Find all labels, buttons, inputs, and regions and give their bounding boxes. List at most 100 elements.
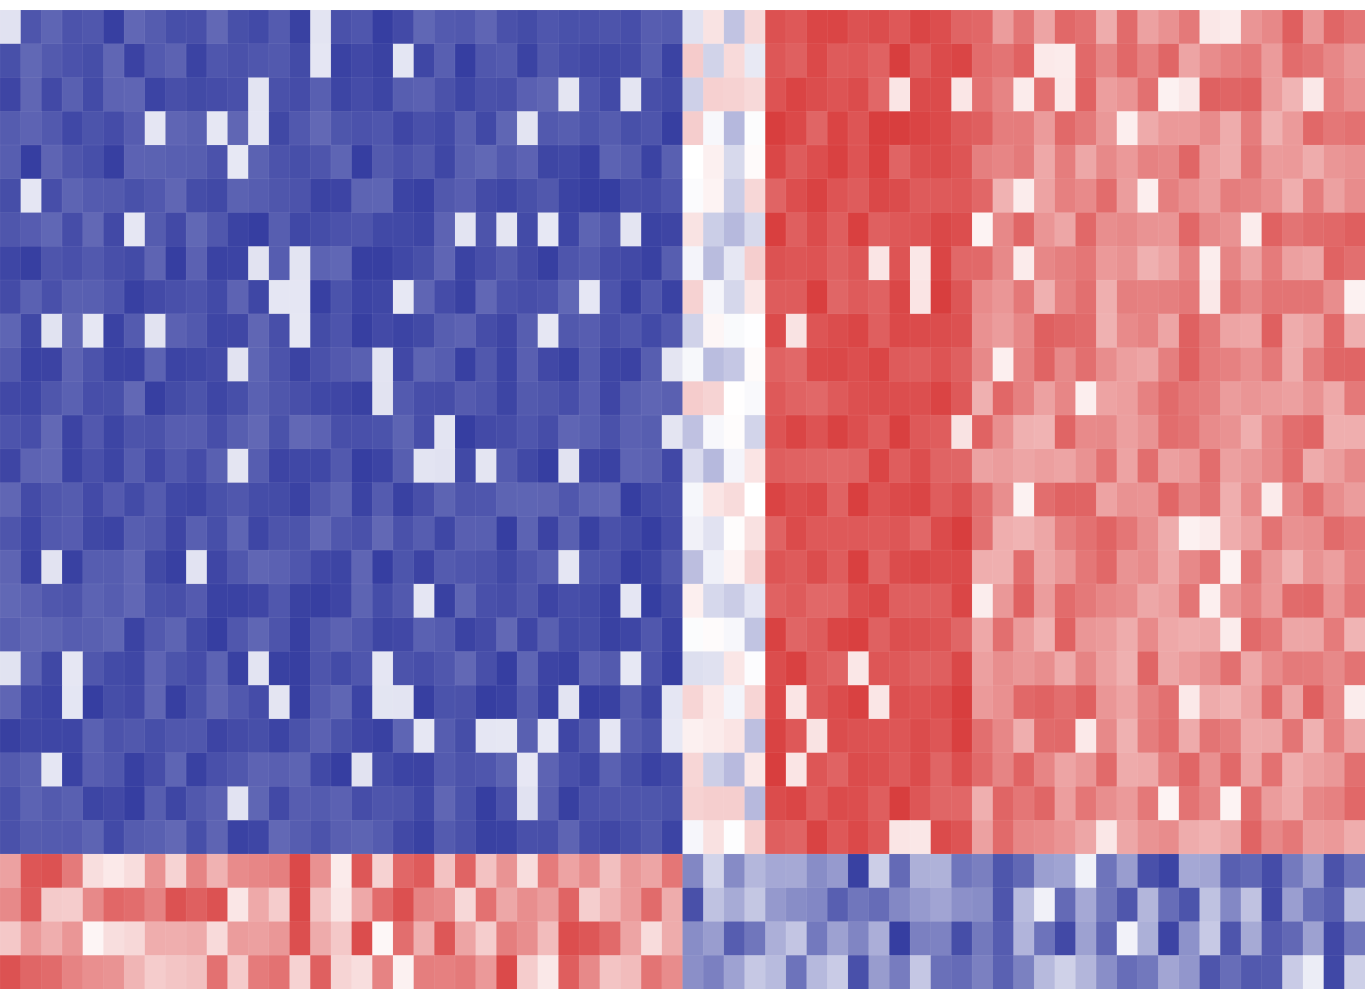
heatmap-cell xyxy=(889,954,911,989)
heatmap-cell xyxy=(372,516,394,551)
heatmap-cell xyxy=(682,144,704,180)
heatmap-cell xyxy=(640,9,663,45)
heatmap-cell xyxy=(41,43,63,79)
heatmap-cell xyxy=(1075,617,1097,653)
heatmap-cell xyxy=(764,9,787,45)
heatmap-cell xyxy=(1344,583,1365,619)
heatmap-cell xyxy=(268,786,291,821)
heatmap-cell xyxy=(1302,279,1325,315)
heatmap-cell xyxy=(103,819,125,855)
heatmap-cell xyxy=(454,313,477,349)
heatmap-cell xyxy=(806,381,829,416)
heatmap-cell xyxy=(599,583,622,619)
heatmap-cell xyxy=(785,313,808,349)
heatmap-cell xyxy=(1199,381,1221,416)
heatmap-cell xyxy=(847,684,870,720)
heatmap-cell xyxy=(971,448,994,484)
heatmap-cell xyxy=(827,212,849,248)
heatmap-cell xyxy=(61,246,84,281)
heatmap-cell xyxy=(909,178,932,214)
heatmap-cell xyxy=(372,381,394,416)
heatmap-cell xyxy=(61,684,84,720)
heatmap-cell xyxy=(909,516,932,551)
heatmap-cell xyxy=(537,246,560,281)
heatmap-cell xyxy=(372,212,394,248)
heatmap-cell xyxy=(1178,178,1201,214)
heatmap-cell xyxy=(1323,853,1346,889)
heatmap-cell xyxy=(992,921,1015,956)
heatmap-cell xyxy=(20,684,43,720)
heatmap-cell xyxy=(454,381,477,416)
heatmap-cell xyxy=(1157,819,1180,855)
heatmap-cell xyxy=(889,718,911,754)
heatmap-cell xyxy=(971,9,994,45)
heatmap-cell xyxy=(144,718,167,754)
heatmap-cell xyxy=(372,887,394,923)
heatmap-cell xyxy=(909,111,932,146)
heatmap-cell xyxy=(827,954,849,989)
heatmap-cell xyxy=(454,212,477,248)
heatmap-cell xyxy=(1323,954,1346,989)
heatmap-cell xyxy=(1157,516,1180,551)
heatmap-cell xyxy=(661,786,684,821)
heatmap-cell xyxy=(1219,549,1242,585)
heatmap-cell xyxy=(330,111,353,146)
heatmap-cell xyxy=(702,178,725,214)
heatmap-cell xyxy=(413,684,436,720)
heatmap-cell xyxy=(537,144,560,180)
heatmap-cell xyxy=(475,684,498,720)
heatmap-cell xyxy=(620,313,642,349)
heatmap-cell xyxy=(413,617,436,653)
heatmap-cell xyxy=(620,786,642,821)
heatmap-cell xyxy=(0,516,22,551)
heatmap-cell xyxy=(1219,718,1242,754)
heatmap-cell xyxy=(889,246,911,281)
heatmap-cell xyxy=(1054,414,1077,450)
heatmap-cell xyxy=(1302,246,1325,281)
heatmap-cell xyxy=(682,414,704,450)
heatmap-cell xyxy=(372,279,394,315)
heatmap-cell xyxy=(475,111,498,146)
heatmap-cell xyxy=(1157,684,1180,720)
heatmap-cell xyxy=(475,43,498,79)
heatmap-cell xyxy=(1219,853,1242,889)
heatmap-cell xyxy=(454,752,477,788)
heatmap-cell xyxy=(1199,279,1221,315)
heatmap-cell xyxy=(951,617,973,653)
heatmap-cell xyxy=(351,718,374,754)
heatmap-cell xyxy=(1095,111,1118,146)
heatmap-cell xyxy=(620,178,642,214)
heatmap-cell xyxy=(289,718,311,754)
heatmap-cell xyxy=(144,381,167,416)
heatmap-cell xyxy=(123,887,146,923)
heatmap-cell xyxy=(206,111,229,146)
heatmap-cell xyxy=(1054,77,1077,113)
heatmap-cell xyxy=(764,279,787,315)
heatmap-cell xyxy=(475,549,498,585)
heatmap-cell xyxy=(764,684,787,720)
heatmap-cell xyxy=(309,77,332,113)
heatmap-cell xyxy=(1137,212,1159,248)
heatmap-cell xyxy=(475,313,498,349)
heatmap-cell xyxy=(578,111,601,146)
heatmap-cell xyxy=(206,347,229,383)
heatmap-cell xyxy=(1013,583,1035,619)
heatmap-cell xyxy=(620,414,642,450)
heatmap-cell xyxy=(682,752,704,788)
heatmap-cell xyxy=(971,43,994,79)
heatmap-cell xyxy=(661,279,684,315)
heatmap-cell xyxy=(640,144,663,180)
heatmap-cell xyxy=(1282,549,1304,585)
heatmap-cell xyxy=(620,617,642,653)
heatmap-cell xyxy=(599,921,622,956)
heatmap-cell xyxy=(165,954,187,989)
heatmap-cell xyxy=(309,583,332,619)
heatmap-cell xyxy=(1240,718,1263,754)
heatmap-cell xyxy=(558,718,580,754)
heatmap-cell xyxy=(661,347,684,383)
heatmap-cell xyxy=(82,43,105,79)
heatmap-cell xyxy=(1323,178,1346,214)
heatmap-cell xyxy=(909,786,932,821)
heatmap-cell xyxy=(785,921,808,956)
heatmap-cell xyxy=(1095,279,1118,315)
